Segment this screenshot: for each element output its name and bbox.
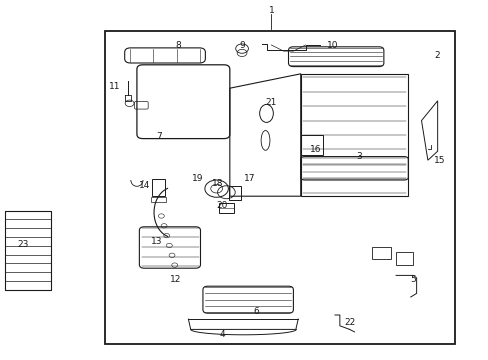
Text: 21: 21 — [265, 98, 277, 107]
Text: 20: 20 — [216, 201, 228, 210]
Text: 11: 11 — [109, 82, 121, 91]
Text: 2: 2 — [434, 51, 440, 60]
Text: 19: 19 — [192, 174, 203, 183]
Text: 3: 3 — [356, 152, 362, 161]
Text: 15: 15 — [433, 156, 445, 165]
Text: 17: 17 — [243, 174, 255, 183]
Text: 1: 1 — [268, 5, 274, 14]
Text: 16: 16 — [309, 145, 321, 154]
Text: 9: 9 — [239, 40, 244, 49]
Text: 18: 18 — [211, 179, 223, 188]
Text: 8: 8 — [175, 40, 181, 49]
Text: 5: 5 — [409, 274, 415, 284]
Text: 4: 4 — [219, 330, 225, 338]
Text: 23: 23 — [18, 240, 29, 249]
Text: 13: 13 — [150, 237, 162, 246]
Text: 12: 12 — [170, 274, 182, 284]
Text: 7: 7 — [156, 132, 162, 141]
Text: 10: 10 — [326, 40, 338, 49]
Text: 14: 14 — [138, 181, 150, 190]
Text: 6: 6 — [253, 307, 259, 316]
Text: 22: 22 — [343, 318, 355, 327]
